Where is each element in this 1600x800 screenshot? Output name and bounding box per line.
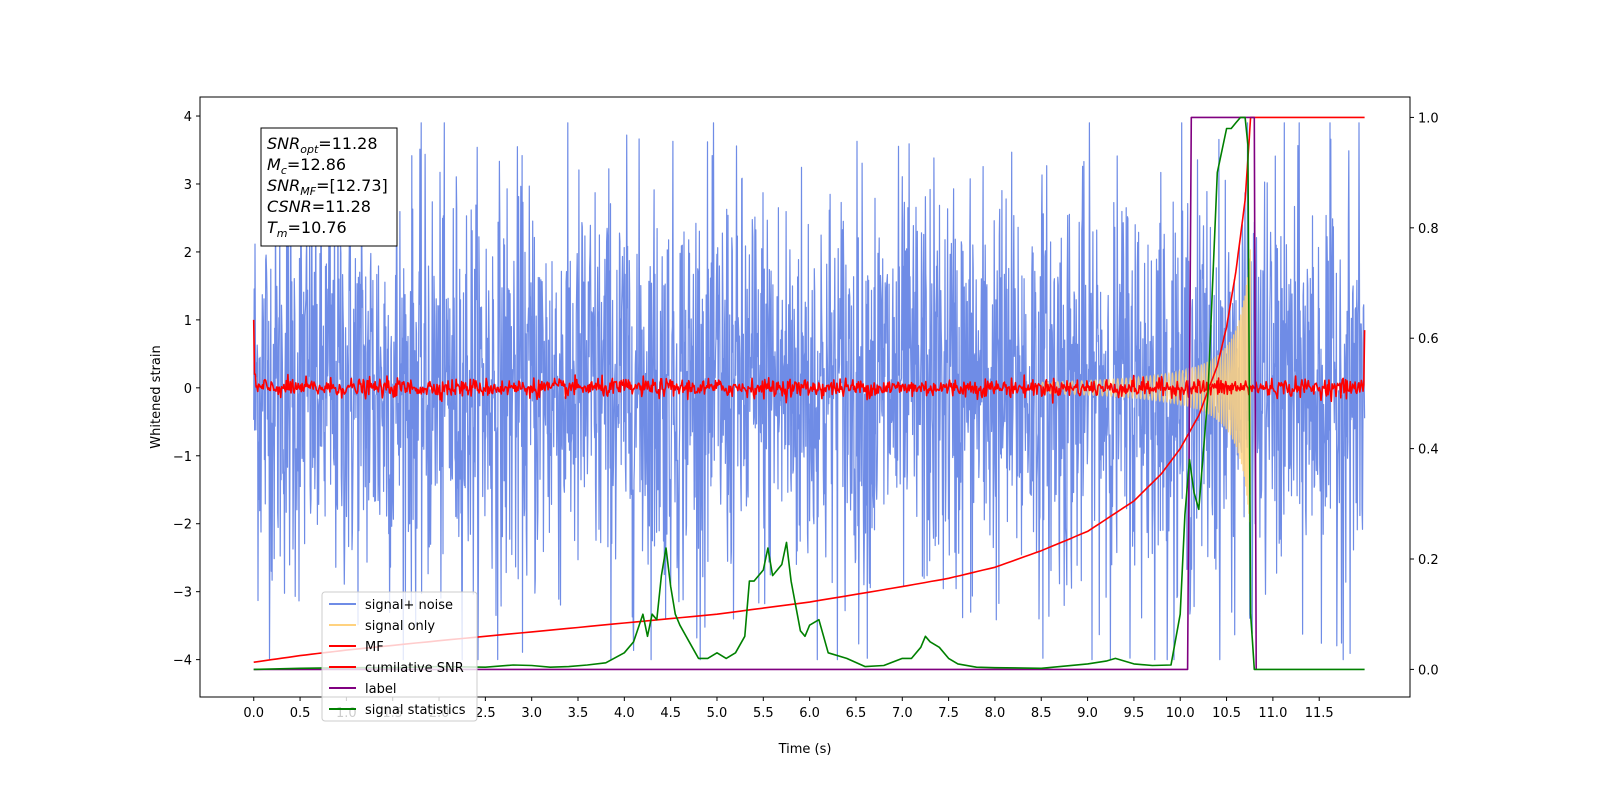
y-tick-label-left: −3	[173, 586, 192, 601]
legend-label: signal+ noise	[365, 598, 453, 613]
y-tick-label-right: 0.0	[1418, 663, 1439, 678]
series-label	[253, 116, 1257, 671]
annotation-line: Mc=12.86	[267, 155, 346, 177]
series-signal-noise	[253, 122, 1366, 661]
y-tick-label-left: 1	[184, 314, 192, 329]
y-tick-label-left: 4	[184, 110, 192, 125]
annotation-box: SNRopt=11.28Mc=12.86SNRMF=[12.73]CSNR=11…	[260, 127, 398, 247]
legend-label: cumilative SNR	[365, 661, 464, 676]
plot-area	[252, 116, 1366, 671]
annotation-frame	[260, 127, 398, 247]
series-signal-statistics	[253, 116, 1365, 671]
y-tick-label-left: 3	[184, 178, 192, 193]
annotation-line: SNRopt=11.28	[267, 134, 378, 156]
plot-frame	[199, 96, 1411, 698]
x-tick-label: 8.5	[1031, 706, 1052, 721]
x-tick-label: 5.0	[707, 706, 728, 721]
x-tick-label: 6.0	[799, 706, 820, 721]
x-tick-label: 6.5	[846, 706, 867, 721]
legend-label: signal only	[365, 619, 435, 634]
legend-label: MF	[365, 640, 384, 655]
y-tick-label-right: 0.2	[1418, 553, 1439, 568]
x-tick-label: 7.5	[938, 706, 959, 721]
annotation-line: CSNR=11.28	[267, 197, 371, 216]
x-tick-label: 0.5	[290, 706, 311, 721]
x-tick-label: 3.5	[568, 706, 589, 721]
x-tick-label: 4.5	[660, 706, 681, 721]
x-tick-label: 10.5	[1212, 706, 1241, 721]
y-tick-label-right: 0.8	[1418, 222, 1439, 237]
x-tick-label: 2.5	[475, 706, 496, 721]
x-axis-label: Time (s)	[778, 742, 832, 757]
y-tick-label-left: 2	[184, 246, 192, 261]
legend-label: label	[365, 682, 396, 697]
x-tick-label: 11.5	[1305, 706, 1334, 721]
x-tick-label: 0.0	[243, 706, 264, 721]
y-tick-label-right: 0.6	[1418, 332, 1439, 347]
annotation-line: SNRMF=[12.73]	[267, 176, 388, 198]
legend-frame	[321, 591, 478, 722]
series-cumilative-snr	[253, 116, 1365, 663]
y-tick-label-right: 0.4	[1418, 443, 1439, 458]
y-axis-label: Whitened strain	[149, 345, 164, 448]
x-tick-label: 8.0	[985, 706, 1006, 721]
x-tick-label: 4.0	[614, 706, 635, 721]
x-tick-label: 9.5	[1124, 706, 1145, 721]
y-tick-label-left: −2	[173, 518, 192, 533]
x-tick-label: 11.0	[1258, 706, 1287, 721]
annotation-line: Tm=10.76	[267, 218, 347, 240]
legend: signal+ noise signal only MF cumilative SNR…	[321, 591, 478, 722]
legend-label: signal statistics	[365, 703, 466, 718]
x-tick-label: 10.0	[1166, 706, 1195, 721]
x-tick-label: 3.0	[521, 706, 542, 721]
y-tick-label-left: −4	[173, 654, 192, 669]
y-tick-label-right: 1.0	[1418, 111, 1439, 126]
x-tick-label: 7.0	[892, 706, 913, 721]
y-tick-label-left: −1	[173, 450, 192, 465]
x-tick-label: 9.0	[1077, 706, 1098, 721]
x-tick-label: 5.5	[753, 706, 774, 721]
y-tick-label-left: 0	[184, 382, 192, 397]
series-mf	[252, 319, 1366, 404]
